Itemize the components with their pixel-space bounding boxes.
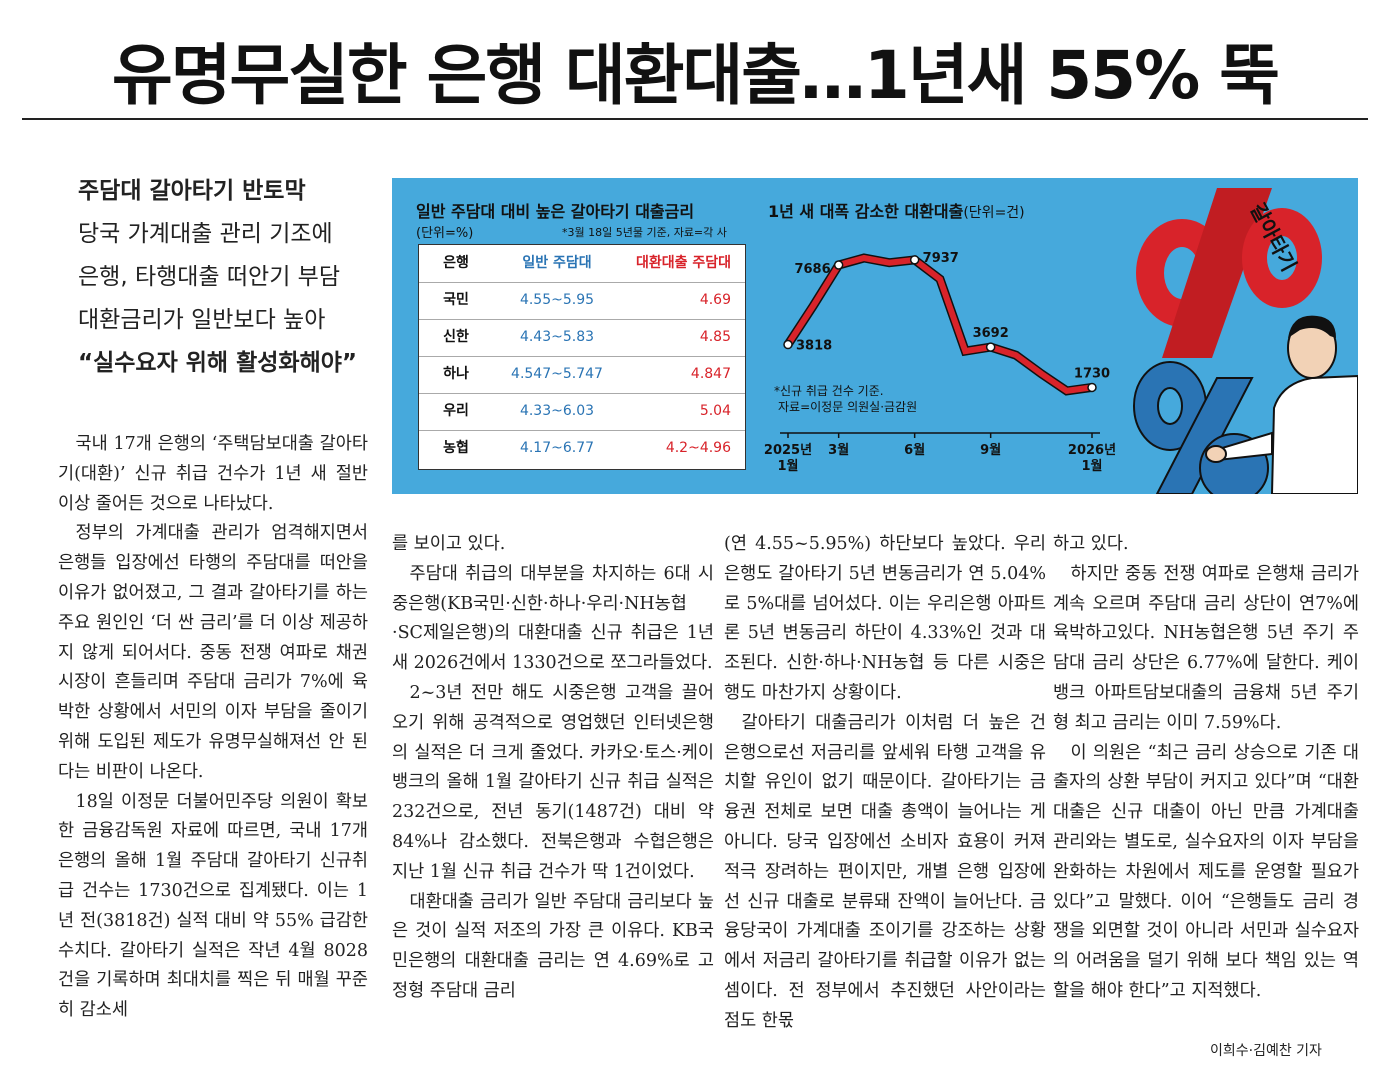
data-label: 3818	[796, 339, 832, 354]
x-tick-label: 1월	[1081, 458, 1102, 474]
illustration: 갈아타기	[1133, 188, 1358, 494]
bank-name: 하나	[443, 366, 469, 382]
chart-note-2: 자료=이정문 의원실·금감원	[778, 400, 918, 414]
general-rate: 4.43~5.83	[519, 329, 595, 345]
headline: 유명무실한 은행 대환대출…1년새 55% 뚝	[112, 37, 1280, 114]
subhead-1: 주담대 갈아타기 반토막	[78, 178, 306, 204]
general-rate: 4.33~6.03	[519, 403, 595, 419]
chart-title-text: 1년 새 대폭 감소한 대환대출	[768, 202, 964, 221]
paragraph: 하고 있다.	[1053, 534, 1129, 554]
bank-name: 신한	[443, 329, 469, 345]
table-row: 신한 4.43~5.83 4.85	[419, 319, 745, 357]
x-tick-label: 3월	[828, 442, 849, 458]
paragraph: 하지만 중동 전쟁 여파로 은행채 금리가 계속 오르며 주담대 금리 상단이 …	[1053, 563, 1359, 733]
refinance-rate: 4.2~4.96	[665, 440, 731, 456]
byline: 이희수·김예찬 기자	[1210, 1043, 1322, 1059]
subhead-2: 당국 가계대출 관리 기조에	[78, 221, 333, 247]
header-general: 일반 주담대	[522, 255, 592, 271]
article-column-3: (연 4.55~5.95%) 하단보다 높았다. 우리은행도 갈아타기 5년 변…	[724, 530, 1046, 1037]
x-tick-label: 6월	[904, 442, 925, 458]
chart-unit: (단위=건)	[963, 205, 1025, 221]
bank-name: 농협	[443, 440, 469, 456]
rate-table: 은행 일반 주담대 대환대출 주담대 국민 4.55~5.95 4.69 신한 …	[418, 244, 746, 470]
x-tick-label: 2025년	[764, 443, 812, 458]
data-point	[833, 260, 844, 270]
data-label: 7937	[923, 251, 959, 266]
table-row: 농협 4.17~6.77 4.2~4.96	[419, 430, 745, 467]
general-rate: 4.55~5.95	[519, 292, 595, 308]
article-column-4: 하고 있다. 하지만 중동 전쟁 여파로 은행채 금리가 계속 오르며 주담대 …	[1053, 530, 1359, 1007]
data-point	[1087, 382, 1097, 393]
article-column-2: 를 보이고 있다. 주담대 취급의 대부분을 차지하는 6대 시중은행(KB국민…	[392, 530, 714, 1007]
series-line	[785, 254, 1093, 395]
chart-note-1: *신규 취급 건수 기준.	[774, 384, 884, 398]
x-tick-label: 9월	[980, 442, 1001, 458]
data-label: 7686	[794, 262, 830, 277]
general-rate: 4.547~5.747	[511, 366, 603, 382]
percent-illustration-red	[1136, 188, 1322, 358]
infographic: 일반 주담대 대비 높은 갈아타기 대출금리 (단위=%) *3월 18일 5년…	[392, 178, 1358, 494]
headline-rule	[22, 118, 1368, 120]
data-label: 1730	[1074, 366, 1110, 381]
subheads: 주담대 갈아타기 반토막 당국 가계대출 관리 기조에 은행, 타행대출 떠안기…	[78, 170, 378, 385]
paragraph: 주담대 취급의 대부분을 차지하는 6대 시중은행(KB국민·신한·하나·우리·…	[392, 563, 714, 674]
refinance-rate: 4.847	[690, 366, 731, 382]
paragraph: 정부의 가계대출 관리가 엄격해지면서 은행들 입장에선 타행의 주담대를 떠안…	[58, 523, 368, 782]
bank-name: 국민	[443, 292, 469, 308]
paragraph: 18일 이정문 더불어민주당 의원이 확보한 금융감독원 자료에 따르면, 국내…	[58, 791, 368, 1021]
data-label: 3692	[973, 326, 1009, 341]
data-point	[909, 255, 920, 265]
table-unit: (단위=%)	[416, 226, 474, 241]
table-note: *3월 18일 5년물 기준, 자료=각 사	[562, 226, 727, 239]
article-column-1: 국내 17개 은행의 ‘주택담보대출 갈아타기(대환)’ 신규 취급 건수가 1…	[58, 430, 368, 1026]
paragraph: (연 4.55~5.95%) 하단보다 높았다. 우리은행도 갈아타기 5년 변…	[724, 534, 1046, 703]
general-rate: 4.17~6.77	[519, 440, 595, 456]
refinance-rate: 4.69	[699, 292, 731, 308]
paragraph: 를 보이고 있다.	[392, 534, 506, 554]
header-bank: 은행	[443, 255, 469, 271]
paragraph: 국내 17개 은행의 ‘주택담보대출 갈아타기(대환)’ 신규 취급 건수가 1…	[58, 434, 368, 514]
header-refinance: 대환대출 주담대	[635, 255, 731, 271]
bank-name: 우리	[443, 403, 469, 419]
subhead-3: 은행, 타행대출 떠안기 부담	[78, 264, 341, 290]
chart-title: 1년 새 대폭 감소한 대환대출(단위=건)	[768, 198, 1025, 222]
table-row: 국민 4.55~5.95 4.69	[419, 282, 745, 320]
table-row: 우리 4.33~6.03 5.04	[419, 393, 745, 431]
paragraph: 갈아타기 대출금리가 이처럼 더 높은 건 은행으로선 저금리를 앞세워 타행 …	[724, 712, 1046, 1031]
data-point	[985, 342, 996, 352]
x-tick-label: 2026년	[1068, 443, 1116, 458]
table-row: 하나 4.547~5.747 4.847	[419, 356, 745, 394]
paragraph: 이 의원은 “최근 금리 상승으로 기존 대출자의 상환 부담이 커지고 있다”…	[1053, 742, 1359, 1001]
subhead-4: 대환금리가 일반보다 높아	[78, 307, 326, 333]
paragraph: 대환대출 금리가 일반 주담대 금리보다 높은 것이 실적 저조의 가장 큰 이…	[392, 891, 714, 1001]
person-illustration	[1205, 315, 1358, 494]
percent-illustration-blue	[1133, 361, 1269, 494]
data-point	[783, 339, 793, 350]
subhead-5: “실수요자 위해 활성화해야”	[78, 350, 358, 376]
table-header-row: 은행 일반 주담대 대환대출 주담대	[419, 245, 745, 283]
x-tick-label: 1월	[777, 458, 798, 474]
table-title: 일반 주담대 대비 높은 갈아타기 대출금리	[416, 202, 695, 221]
refinance-rate: 4.85	[699, 329, 731, 345]
paragraph: 2~3년 전만 해도 시중은행 고객을 끌어오기 위해 공격적으로 영업했던 인…	[392, 682, 714, 882]
refinance-rate: 5.04	[699, 403, 731, 419]
